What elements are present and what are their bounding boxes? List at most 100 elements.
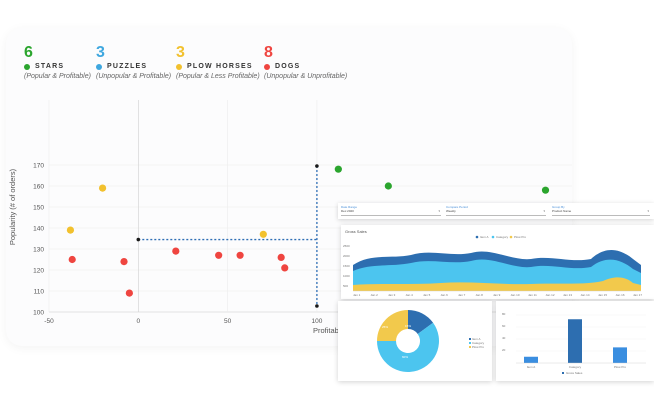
sales-x-tick-label: Jan 9 — [493, 293, 501, 297]
y-tick-label: 100 — [33, 309, 44, 316]
filter-label: Compare Period — [446, 205, 468, 209]
donut-label-item-a: 15% — [405, 324, 411, 328]
bar-y-tick-label: 40 — [502, 336, 506, 340]
sales-x-tick-label: Jan 17 — [633, 293, 642, 297]
sales-y-tick-label: 2500 — [343, 244, 350, 248]
filter-select[interactable]: Weekly ▾ — [446, 209, 546, 216]
filter-value: Dec 2020 — [341, 209, 354, 213]
sales-legend-label: Plow Pro — [514, 235, 526, 239]
reference-lines — [136, 164, 319, 308]
donut-legend: Item A Category Plow Pro — [469, 337, 485, 349]
donut-legend-label: Plow Pro — [472, 345, 484, 349]
x-tick-label: -50 — [44, 318, 54, 325]
filter-compare-period[interactable]: Compare Period Weekly ▾ — [446, 205, 546, 217]
filter-date-range[interactable]: Date Range Dec 2020 ▾ — [341, 205, 441, 217]
stars-dot-icon — [24, 63, 30, 70]
legend-plow-horses-name: PLOW HORSES — [187, 63, 253, 70]
data-points — [66, 165, 550, 297]
legend-stars[interactable]: 6 STARS (Popular & Profitable) — [24, 45, 91, 80]
bar-category-label: Item A — [527, 365, 536, 369]
gross-sales-area-chart: Item A Category Plow Pro 2500 2000 1500 100… — [343, 235, 642, 297]
sales-x-tick-label: Jan 12 — [546, 293, 555, 297]
donut-slice[interactable] — [408, 310, 434, 334]
sales-area-plow-pro — [353, 277, 641, 291]
filter-select[interactable]: Product Name ▾ — [552, 209, 650, 216]
sales-x-tick-label: Jan 3 — [388, 293, 396, 297]
chevron-down-icon: ▾ — [438, 209, 440, 213]
data-point-dogs[interactable] — [125, 289, 133, 297]
filter-value: Product Name — [552, 209, 572, 213]
gross-sales-card: Gross Sales Item A Category Plow Pro 250… — [341, 225, 654, 299]
bar-legend-label: Gross Sales — [566, 371, 583, 375]
y-tick-label: 130 — [33, 246, 44, 253]
sales-x-tick-label: Jan 8 — [476, 293, 484, 297]
category-legend: 6 STARS (Popular & Profitable) 3 PUZZLES… — [0, 45, 360, 85]
legend-stars-count: 6 — [24, 44, 33, 61]
filter-bar: Date Range Dec 2020 ▾ Compare Period Week… — [338, 203, 654, 219]
data-point-dogs[interactable] — [120, 258, 128, 266]
donut-label-category: 60% — [402, 355, 408, 359]
reference-endpoint — [315, 304, 319, 308]
gross-sales-title: Gross Sales — [345, 229, 367, 234]
plow-horses-dot-icon — [176, 63, 182, 70]
legend-plow-horses-desc: (Popular & Less Profitable) — [176, 73, 260, 80]
data-point-dogs[interactable] — [215, 251, 223, 259]
donut-legend-label: Category — [472, 341, 485, 345]
filter-select[interactable]: Dec 2020 ▾ — [341, 209, 441, 216]
data-point-dogs[interactable] — [236, 251, 244, 259]
reference-endpoint — [315, 164, 319, 168]
legend-dogs-name: DOGS — [275, 63, 301, 70]
data-point-stars[interactable] — [384, 182, 392, 190]
data-point-dogs[interactable] — [281, 264, 289, 272]
filter-value: Weekly — [446, 209, 456, 213]
y-tick-label: 110 — [34, 288, 45, 295]
bar-2[interactable] — [613, 347, 627, 363]
axis-ticks: 100 110 120 130 140 150 160 170 -50 0 50 100 — [33, 162, 323, 325]
donut-slices — [377, 310, 439, 372]
legend-stars-desc: (Popular & Profitable) — [24, 73, 91, 80]
y-tick-label: 120 — [33, 267, 44, 274]
chevron-down-icon: ▾ — [543, 209, 545, 213]
y-tick-label: 140 — [33, 225, 44, 232]
dashboard-preview: Date Range Dec 2020 ▾ Compare Period Week… — [338, 203, 654, 383]
sales-x-tick-label: Jan 14 — [581, 293, 590, 297]
data-point-stars[interactable] — [334, 165, 342, 173]
sales-x-tick-label: Jan 10 — [511, 293, 520, 297]
legend-dogs-count: 8 — [264, 44, 273, 61]
sales-x-tick-label: Jan 13 — [563, 293, 572, 297]
bar-1[interactable] — [568, 319, 582, 363]
sales-x-tick-label: Jan 15 — [598, 293, 607, 297]
data-point-plow_horses[interactable] — [66, 226, 75, 234]
sales-y-tick-label: 1500 — [343, 264, 350, 268]
sales-legend-label: Item A — [480, 235, 489, 239]
category-donut-chart: 15% 25% 60% Item A Category Plow Pro — [377, 310, 485, 372]
donut-slice[interactable] — [377, 322, 439, 372]
legend-plow-horses[interactable]: 3 PLOW HORSES (Popular & Less Profitable… — [176, 45, 260, 80]
data-point-stars[interactable] — [541, 186, 550, 194]
x-tick-label: 100 — [311, 318, 322, 325]
bar-0[interactable] — [524, 356, 538, 363]
data-point-plow_horses[interactable] — [259, 230, 267, 238]
y-tick-label: 170 — [33, 162, 44, 169]
donut-label-plow-pro: 25% — [382, 325, 388, 329]
puzzles-dot-icon — [96, 63, 102, 70]
donut-slice[interactable] — [377, 310, 408, 341]
dogs-dot-icon — [264, 63, 270, 70]
legend-dogs[interactable]: 8 DOGS (Unpopular & Unprofitable) — [264, 45, 347, 80]
x-tick-label: 0 — [136, 318, 140, 325]
bar-category-label: Category — [569, 365, 582, 369]
sales-y-tick-label: 1000 — [343, 274, 350, 278]
sales-x-tick-label: Jan 16 — [616, 293, 625, 297]
sales-y-tick-label: 500 — [343, 284, 348, 288]
data-point-dogs[interactable] — [277, 253, 285, 261]
data-point-dogs[interactable] — [172, 247, 180, 255]
bar-category-label: Plow Pro — [614, 365, 626, 369]
filter-label: Group By — [552, 205, 565, 209]
data-point-dogs[interactable] — [68, 255, 76, 264]
filter-label: Date Range — [341, 205, 358, 209]
legend-puzzles-name: PUZZLES — [107, 63, 148, 70]
data-point-plow_horses[interactable] — [98, 184, 107, 192]
filter-group-by[interactable]: Group By Product Name ▾ — [552, 205, 650, 217]
legend-puzzles[interactable]: 3 PUZZLES (Unpopular & Profitable) — [96, 45, 171, 80]
bar-y-tick-label: 60 — [502, 324, 506, 328]
